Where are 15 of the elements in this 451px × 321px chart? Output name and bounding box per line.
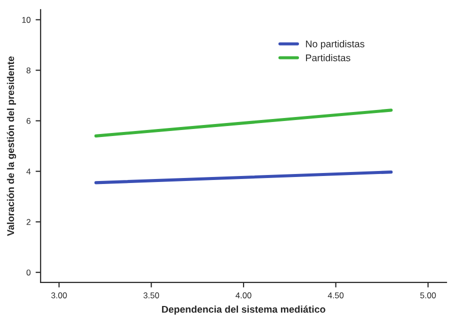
y-tick-label: 6: [26, 118, 30, 124]
y-tick-label: 2: [26, 219, 30, 225]
y-axis-title: Valoración de la gestión del presidente: [6, 56, 16, 236]
x-tick-label: 5.00: [420, 292, 436, 298]
x-tick-label: 3.50: [144, 292, 160, 298]
x-tick-label: 3.00: [51, 292, 67, 298]
y-tick-label: 4: [26, 168, 31, 174]
y-tick-label: 8: [26, 67, 31, 74]
y-tick-label: 0: [26, 270, 31, 276]
legend-label: Partidistas: [306, 54, 350, 62]
y-tick-label: 10: [22, 16, 31, 23]
x-axis-title: Dependencia del sistema mediático: [162, 306, 326, 315]
x-tick-label: 4.00: [236, 292, 252, 298]
x-tick-label: 4.50: [328, 292, 344, 298]
legend-label: No partidistas: [306, 40, 364, 50]
